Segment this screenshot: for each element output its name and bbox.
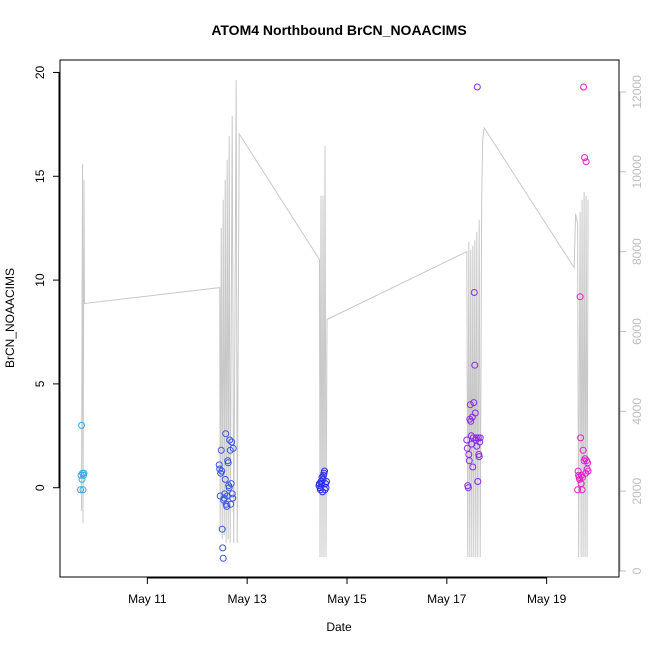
data-point [584,467,592,475]
data-point [474,478,482,485]
data-point [472,434,480,442]
data-point [469,463,477,471]
data-point [227,480,235,488]
x-axis-label: Date [326,620,352,634]
data-point [582,158,590,166]
data-point [228,490,236,498]
data-point [470,399,478,407]
data-point [229,444,237,452]
y-tick-label: 20 [33,65,47,79]
data-point [476,434,484,442]
data-point [221,475,229,483]
data-point [219,554,227,562]
data-point [465,451,473,458]
data-point [218,525,226,533]
data-point [216,465,224,473]
data-point [463,436,471,444]
data-point [473,442,481,450]
data-point [79,486,87,494]
altitude-line [81,79,589,558]
data-point [581,154,589,162]
data-point [218,467,226,475]
y2-tick-label: 0 [630,567,644,574]
data-point [467,417,475,425]
data-point [580,83,588,91]
data-point [216,492,224,500]
data-point [473,83,481,91]
data-point [226,436,234,444]
data-point [323,478,330,485]
data-point [225,484,233,492]
chart-title: ATOM4 Northbound BrCN_NOAACIMS [211,22,466,38]
data-point [475,453,483,461]
data-point [470,289,478,296]
data-point [78,421,85,429]
x-tick-label: May 17 [427,592,467,606]
data-point [215,461,223,469]
y-tick-label: 5 [33,380,47,387]
y2-tick-label: 8000 [630,238,644,265]
data-point [321,467,328,475]
data-point [471,409,479,417]
data-point [222,430,230,438]
data-point [229,494,237,502]
points-layer [77,83,592,562]
data-point [579,446,587,454]
data-point [77,486,84,494]
data-point [223,502,231,510]
data-point [471,361,479,369]
y-tick-label: 0 [33,484,47,491]
y2-tick-label: 12000 [630,75,644,109]
data-point [227,500,235,508]
data-point [576,293,584,301]
data-point [463,444,471,452]
data-point [80,469,88,477]
y2-tick-label: 10000 [630,155,644,189]
y-axis-label: BrCN_NOAACIMS [3,268,17,368]
data-point [219,544,227,552]
x-tick-label: May 19 [527,592,567,606]
x-tick-label: May 11 [128,592,167,606]
data-point [228,438,236,446]
data-point [578,486,586,494]
data-point [574,486,582,494]
y2-tick-label: 2000 [630,477,644,504]
data-point [466,401,474,409]
data-point [217,446,225,454]
data-point [464,484,472,492]
data-point [577,434,585,442]
y-tick-label: 15 [33,169,47,183]
x-tick-label: May 15 [327,592,367,606]
y2-tick-label: 4000 [630,398,644,425]
y-tick-label: 10 [33,273,47,287]
axes-layer: May 11 May 13 May 15 May 17 May 19 0 5 10 15 20 0 2… [33,65,644,606]
data-point [224,459,232,467]
data-point [584,459,592,467]
altitude-line-layer [81,79,589,558]
x-tick-label: May 13 [227,592,267,606]
data-point [476,438,484,446]
data-point [474,434,482,442]
data-point [465,457,473,465]
y2-tick-label: 6000 [630,318,644,345]
plot-frame [59,59,620,578]
